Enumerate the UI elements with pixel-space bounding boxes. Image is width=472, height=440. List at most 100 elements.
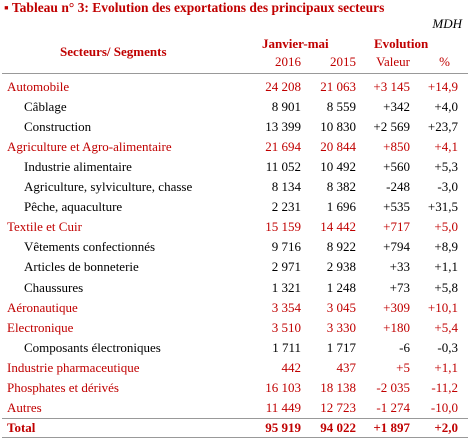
cell-value: 95 919 xyxy=(265,420,301,435)
cell-value: 1 248 xyxy=(326,279,356,295)
cell-value: 1 717 xyxy=(326,339,356,355)
cell-value: +10,1 xyxy=(427,299,458,315)
cell-value: 10 830 xyxy=(320,119,356,135)
cell-value: +560 xyxy=(383,159,410,175)
cell-value: +31,5 xyxy=(427,199,458,215)
unit: MDH xyxy=(432,16,462,31)
cell-value: 11 052 xyxy=(265,159,301,175)
cell-value: 21 694 xyxy=(265,139,301,155)
sector-label: Aéronautique xyxy=(7,299,78,315)
col-sub: Valeur xyxy=(376,54,410,69)
rule xyxy=(2,73,468,74)
sector-label: Textile et Cuir xyxy=(7,219,82,235)
cell-value: 9 716 xyxy=(271,239,301,255)
cell-value: 2 938 xyxy=(326,259,356,275)
cell-value: 24 208 xyxy=(265,79,301,94)
cell-value: -0,3 xyxy=(437,339,458,355)
segment-label: Composants électroniques xyxy=(24,339,161,355)
rule xyxy=(2,418,468,419)
cell-value: 3 330 xyxy=(326,319,356,335)
segment-label: Pêche, aquaculture xyxy=(24,199,123,215)
cell-value: +4,1 xyxy=(434,139,458,155)
cell-value: +5,0 xyxy=(434,219,458,235)
cell-value: +5 xyxy=(396,359,410,375)
cell-value: +717 xyxy=(383,219,410,235)
cell-value: 3 510 xyxy=(271,319,301,335)
cell-value: -10,0 xyxy=(430,399,458,415)
cell-value: 14 442 xyxy=(320,219,356,235)
sector-label: Autres xyxy=(7,399,42,415)
cell-value: 18 138 xyxy=(320,379,356,395)
cell-value: +535 xyxy=(383,199,410,215)
cell-value: 8 134 xyxy=(271,179,301,195)
sector-label: Electronique xyxy=(7,319,74,335)
col-sub: 2015 xyxy=(330,54,356,69)
cell-value: -3,0 xyxy=(437,179,458,195)
segment-label: Industrie alimentaire xyxy=(24,159,132,175)
cell-value: +1,1 xyxy=(434,359,458,375)
cell-value: 437 xyxy=(336,359,357,375)
cell-value: +14,9 xyxy=(427,79,458,94)
sector-label: Agriculture et Agro-alimentaire xyxy=(7,139,172,155)
cell-value: +5,4 xyxy=(434,319,458,335)
cell-value: 8 559 xyxy=(326,99,356,115)
cell-value: +794 xyxy=(383,239,410,255)
cell-value: +180 xyxy=(383,319,410,335)
title: ▪ Tableau n° 3: Evolution des exportatio… xyxy=(4,0,385,15)
cell-value: 1 321 xyxy=(271,279,301,295)
cell-value: 12 723 xyxy=(320,399,356,415)
cell-value: +1 897 xyxy=(373,420,410,435)
cell-value: +5,8 xyxy=(434,279,458,295)
col-sector: Secteurs/ Segments xyxy=(60,44,167,59)
col-sub: 2016 xyxy=(275,54,301,69)
cell-value: 2 971 xyxy=(271,259,301,275)
cell-value: 10 492 xyxy=(320,159,356,175)
cell-value: +1,1 xyxy=(434,259,458,275)
cell-value: -1 274 xyxy=(376,399,410,415)
cell-value: +33 xyxy=(389,259,410,275)
cell-value: +850 xyxy=(383,139,410,155)
cell-value: 442 xyxy=(281,359,302,375)
cell-value: 2 231 xyxy=(271,199,301,215)
cell-value: +2 569 xyxy=(373,119,410,135)
segment-label: Chaussures xyxy=(24,279,84,295)
cell-value: +73 xyxy=(389,279,410,295)
cell-value: 16 103 xyxy=(265,379,301,395)
total-label: Total xyxy=(7,420,36,435)
segment-label: Agriculture, sylviculture, chasse xyxy=(24,179,193,195)
cell-value: -6 xyxy=(399,339,410,355)
cell-value: -11,2 xyxy=(431,379,458,395)
cell-value: -2 035 xyxy=(376,379,410,395)
col-sub: % xyxy=(439,54,450,69)
cell-value: 15 159 xyxy=(265,219,301,235)
rule xyxy=(2,437,468,438)
cell-value: 13 399 xyxy=(265,119,301,135)
cell-value: -248 xyxy=(386,179,410,195)
cell-value: +309 xyxy=(383,299,410,315)
cell-value: +5,3 xyxy=(434,159,458,175)
cell-value: +4,0 xyxy=(434,99,458,115)
cell-value: 3 354 xyxy=(271,299,301,315)
sector-label: Automobile xyxy=(7,79,70,94)
cell-value: 94 022 xyxy=(320,420,356,435)
cell-value: +8,9 xyxy=(434,239,458,255)
cell-value: +23,7 xyxy=(427,119,458,135)
cell-value: 1 711 xyxy=(272,339,301,355)
cell-value: +3 145 xyxy=(373,79,410,94)
segment-label: Articles de bonneterie xyxy=(24,259,139,275)
col-period: Janvier-mai xyxy=(262,36,329,51)
cell-value: +2,0 xyxy=(434,420,458,435)
segment-label: Câblage xyxy=(24,99,67,115)
cell-value: 8 901 xyxy=(271,99,301,115)
segment-label: Construction xyxy=(24,119,92,135)
cell-value: 8 922 xyxy=(326,239,356,255)
cell-value: 21 063 xyxy=(320,79,356,94)
cell-value: 8 382 xyxy=(326,179,356,195)
cell-value: 1 696 xyxy=(326,199,356,215)
segment-label: Vêtements confectionnés xyxy=(24,239,156,255)
sector-label: Industrie pharmaceutique xyxy=(7,359,140,375)
sector-label: Phosphates et dérivés xyxy=(7,379,119,395)
cell-value: +342 xyxy=(383,99,410,115)
cell-value: 11 449 xyxy=(265,399,301,415)
